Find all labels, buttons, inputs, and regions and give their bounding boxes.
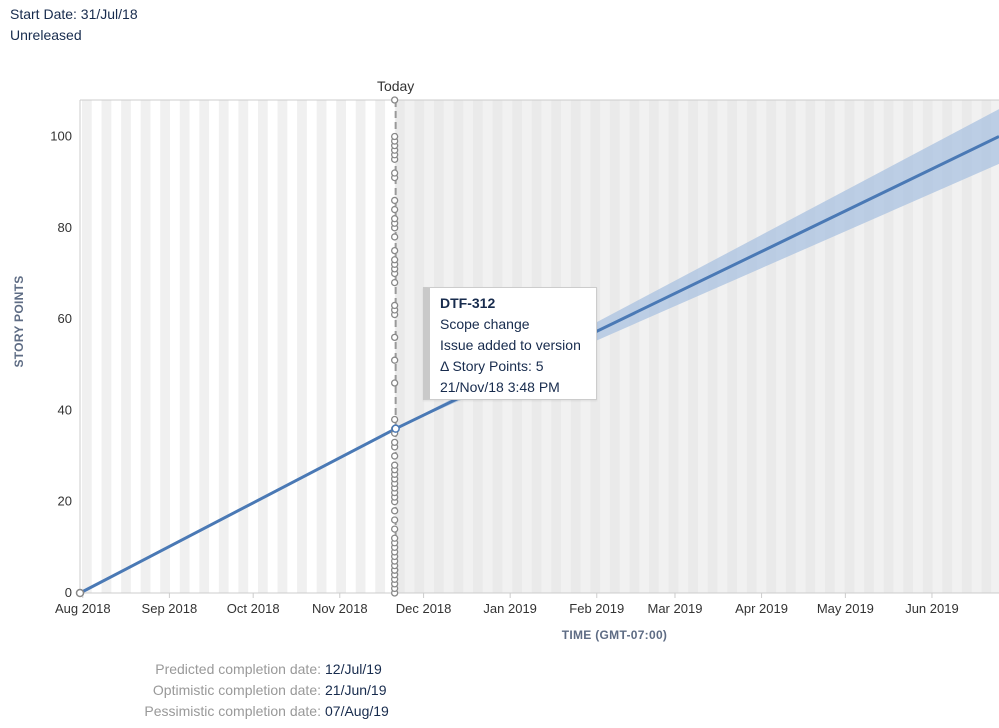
scope-change-marker [390, 438, 399, 447]
pessimistic-completion-row: Pessimistic completion date: 07/Aug/19 [0, 701, 420, 722]
completion-dates: Predicted completion date: 12/Jul/19 Opt… [0, 659, 420, 722]
scope-change-marker [390, 415, 399, 424]
tooltip-event-type: Scope change [440, 316, 530, 332]
week-band [355, 100, 366, 593]
scope-change-marker [390, 256, 399, 264]
week-band [218, 100, 229, 593]
optimistic-completion-row: Optimistic completion date: 21/Jun/19 [0, 680, 420, 701]
scope-change-marker [390, 215, 399, 223]
scope-change-marker [390, 525, 399, 533]
pessimistic-completion-label: Pessimistic completion date: [144, 703, 321, 719]
tooltip-issue-key[interactable]: DTF-312 [440, 295, 496, 311]
week-band [277, 100, 288, 593]
scope-change-marker [390, 534, 399, 542]
predicted-completion-row: Predicted completion date: 12/Jul/19 [0, 659, 420, 680]
x-tick-label: Apr 2019 [735, 601, 788, 616]
week-band [101, 100, 112, 593]
week-band [121, 100, 131, 593]
week-band [297, 100, 307, 593]
week-band [257, 100, 268, 593]
scope-change-marker [390, 333, 399, 342]
scope-change-marker [390, 96, 399, 104]
today-marker [391, 424, 400, 433]
x-tick-label: Aug 2018 [55, 601, 111, 616]
optimistic-completion-label: Optimistic completion date: [152, 682, 321, 698]
today-label: Today [377, 78, 414, 94]
week-band [82, 100, 92, 593]
scope-change-marker [390, 169, 399, 177]
x-tick-label: May 2019 [817, 601, 874, 616]
y-tick-label: 80 [58, 220, 72, 235]
y-tick-label: 0 [65, 585, 72, 600]
week-band [179, 100, 190, 593]
pessimistic-completion-value: 07/Aug/19 [325, 703, 389, 719]
x-axis-title: TIME (GMT-07:00) [562, 628, 667, 642]
scope-change-marker [390, 461, 399, 469]
actual-line [79, 427, 397, 595]
week-band [160, 100, 170, 593]
start-date: Start Date: 31/Jul/18 [10, 6, 138, 22]
x-tick-label: Mar 2019 [648, 601, 703, 616]
scope-change-marker [390, 507, 399, 515]
scope-change-marker [390, 233, 399, 241]
week-band [238, 100, 249, 593]
tooltip-story-points-delta: Δ Story Points: 5 [440, 358, 544, 374]
x-tick-label: Jun 2019 [905, 601, 959, 616]
week-band [199, 100, 210, 593]
week-band [316, 100, 327, 593]
tooltip-event-detail: Issue added to version [440, 337, 581, 353]
week-band [140, 100, 151, 593]
predicted-completion-label: Predicted completion date: [155, 661, 321, 677]
scope-change-marker [390, 301, 399, 310]
scope-change-marker [390, 356, 399, 364]
y-tick-label: 60 [58, 311, 72, 326]
scope-change-marker [390, 205, 399, 214]
release-status: Unreleased [10, 27, 82, 43]
y-tick-label: 40 [58, 402, 72, 417]
scope-change-marker [390, 132, 399, 141]
x-tick-label: Jan 2019 [483, 601, 537, 616]
x-tick-label: Dec 2018 [396, 601, 452, 616]
start-marker [75, 588, 85, 598]
week-band [336, 100, 346, 593]
y-axis: 0 20 40 60 80 100 [50, 99, 999, 600]
scope-change-marker [390, 246, 399, 255]
optimistic-completion-value: 21/Jun/19 [325, 682, 387, 698]
scope-change-marker [390, 278, 399, 287]
x-axis: Aug 2018 Sep 2018 Oct 2018 Nov 2018 Dec 2018… [55, 592, 999, 616]
scope-change-marker [390, 452, 399, 460]
scope-change-marker [390, 379, 399, 387]
predicted-completion-value: 12/Jul/19 [325, 661, 382, 677]
tooltip-timestamp: 21/Nov/18 3:48 PM [440, 379, 560, 395]
x-tick-label: Oct 2018 [227, 601, 280, 616]
y-axis-title: STORY POINTS [12, 275, 26, 367]
scope-change-marker [390, 196, 399, 205]
y-tick-label: 100 [50, 129, 72, 144]
week-band [375, 100, 386, 593]
version-header: Start Date: 31/Jul/18 Unreleased [10, 4, 138, 46]
scope-change-tooltip: DTF-312 Scope change Issue added to vers… [423, 287, 597, 400]
x-tick-label: Feb 2019 [569, 601, 624, 616]
x-tick-label: Sep 2018 [142, 601, 198, 616]
y-tick-label: 20 [58, 494, 72, 509]
x-tick-label: Nov 2018 [312, 601, 368, 616]
scope-change-marker [390, 516, 399, 524]
